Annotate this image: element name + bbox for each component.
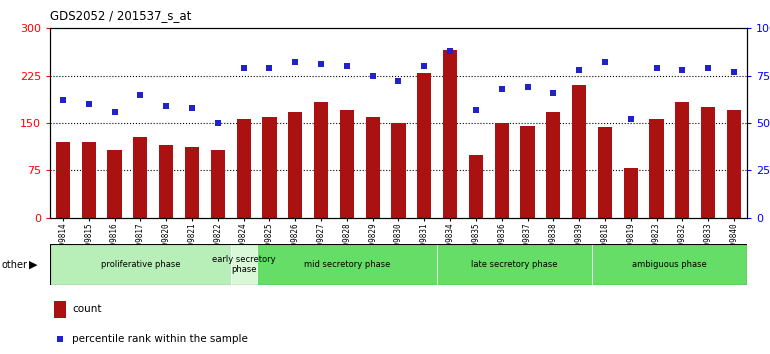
Point: [547, 90, 560, 96]
Bar: [108, 149, 122, 218]
Point: [109, 109, 121, 114]
Point: [57, 97, 69, 103]
Point: [470, 107, 482, 113]
Point: [651, 65, 663, 71]
Point: [418, 63, 430, 69]
Bar: [624, 169, 638, 218]
Text: ambiguous phase: ambiguous phase: [632, 260, 707, 269]
Text: proliferative phase: proliferative phase: [101, 260, 180, 269]
Bar: [675, 102, 689, 218]
Point: [728, 69, 740, 75]
Text: ▶: ▶: [29, 260, 38, 270]
Bar: [469, 155, 483, 218]
Bar: [494, 123, 509, 218]
Bar: [417, 73, 431, 218]
Point: [315, 62, 327, 67]
Bar: [649, 119, 664, 218]
Bar: [288, 112, 303, 218]
Text: percentile rank within the sample: percentile rank within the sample: [72, 334, 248, 344]
Bar: [231, 244, 256, 285]
Bar: [211, 149, 225, 218]
Bar: [727, 110, 741, 218]
Bar: [546, 112, 561, 218]
Bar: [54, 301, 66, 318]
Text: GDS2052 / 201537_s_at: GDS2052 / 201537_s_at: [50, 9, 192, 22]
Text: count: count: [72, 304, 102, 314]
Bar: [314, 102, 328, 218]
Point: [82, 101, 95, 107]
Bar: [592, 244, 747, 285]
Point: [393, 79, 405, 84]
Bar: [185, 147, 199, 218]
Bar: [437, 244, 592, 285]
Bar: [521, 126, 534, 218]
Bar: [263, 117, 276, 218]
Text: late secretory phase: late secretory phase: [471, 260, 558, 269]
Point: [444, 48, 457, 54]
Point: [237, 65, 249, 71]
Point: [134, 92, 146, 97]
Point: [624, 116, 637, 122]
Bar: [50, 244, 231, 285]
Bar: [236, 119, 251, 218]
Text: early secretory
phase: early secretory phase: [212, 255, 276, 274]
Bar: [159, 145, 173, 218]
Point: [702, 65, 715, 71]
Bar: [366, 117, 380, 218]
Bar: [443, 50, 457, 218]
Point: [599, 59, 611, 65]
Point: [676, 67, 688, 73]
Bar: [598, 127, 612, 218]
Text: other: other: [2, 260, 28, 270]
Point: [54, 336, 66, 342]
Point: [160, 103, 172, 109]
Point: [367, 73, 379, 79]
Bar: [340, 110, 354, 218]
Point: [340, 63, 353, 69]
Point: [289, 59, 301, 65]
Point: [212, 120, 224, 126]
Bar: [56, 142, 70, 218]
Point: [496, 86, 508, 92]
Text: mid secretory phase: mid secretory phase: [303, 260, 390, 269]
Point: [186, 105, 198, 111]
Bar: [133, 137, 148, 218]
Bar: [82, 142, 95, 218]
Bar: [256, 244, 437, 285]
Point: [263, 65, 276, 71]
Bar: [701, 107, 715, 218]
Bar: [572, 85, 586, 218]
Point: [521, 84, 534, 90]
Bar: [391, 123, 406, 218]
Point: [573, 67, 585, 73]
